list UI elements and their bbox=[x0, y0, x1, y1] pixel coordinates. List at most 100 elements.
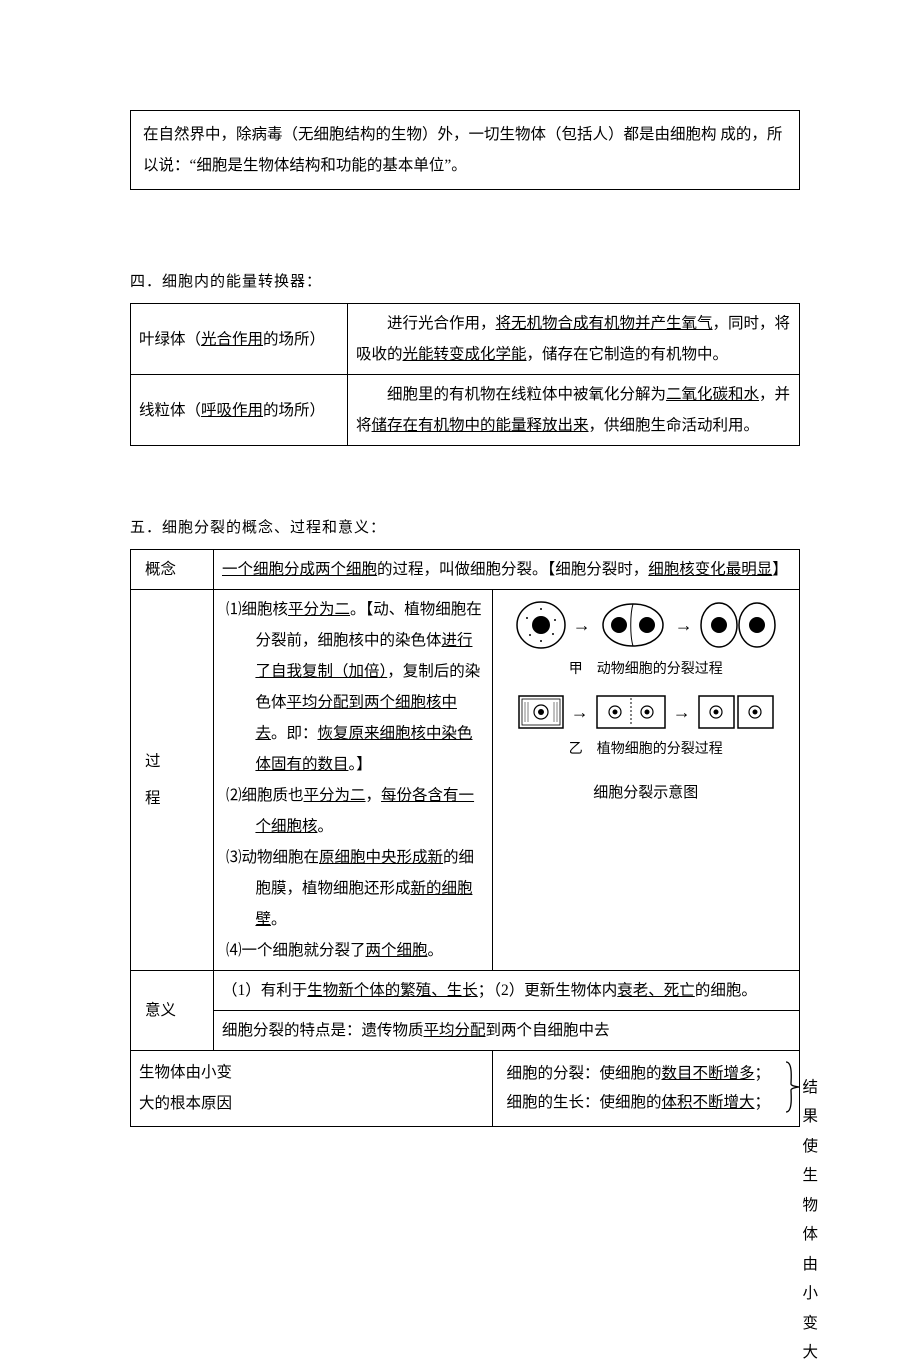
g1b: ； bbox=[755, 1065, 771, 1082]
intro-quote-text: 细胞是生物体结构和功能的基本单位 bbox=[196, 157, 444, 174]
section5-table: 概念 一个细胞分成两个细胞的过程，叫做细胞分裂。【细胞分裂时，细胞核变化最明显】… bbox=[130, 549, 800, 1127]
concept-tail: 】 bbox=[772, 561, 788, 578]
p1e: 。】 bbox=[348, 756, 371, 773]
animal-cell-dividing-icon bbox=[597, 600, 669, 650]
m-u2: 衰老、死亡 bbox=[617, 982, 695, 999]
label-post: 的场所） bbox=[263, 331, 325, 348]
gl-b: 大的根本原因 bbox=[139, 1095, 232, 1112]
g1a: 细胞的分裂：使细胞的 bbox=[507, 1065, 662, 1082]
growth-label: 生物体由小变 大的根本原因 bbox=[131, 1051, 493, 1127]
chloroplast-label: 叶绿体（光合作用的场所） bbox=[131, 304, 348, 375]
section4-heading: 四．细胞内的能量转换器： bbox=[130, 270, 800, 291]
concept-label: 概念 bbox=[131, 550, 214, 590]
p1a: ⑴细胞核 bbox=[226, 601, 288, 618]
meaning-text1: （1）有利于生物新个体的繁殖、生长；（2）更新生物体内衰老、死亡的细胞。 bbox=[214, 971, 800, 1011]
section5-heading: 五．细胞分裂的概念、过程和意义： bbox=[130, 516, 800, 537]
label-pre: 叶绿体（ bbox=[139, 331, 201, 348]
table-row: 意义 （1）有利于生物新个体的繁殖、生长；（2）更新生物体内衰老、死亡的细胞。 bbox=[131, 971, 800, 1011]
p2c: 。 bbox=[317, 818, 333, 835]
chloroplast-desc: 进行光合作用，将无机物合成有机物并产生氧气，同时，将吸收的光能转变成化学能，储存… bbox=[348, 304, 800, 375]
g2b: ； bbox=[755, 1094, 771, 1111]
p3c: 。 bbox=[271, 911, 287, 928]
desc-underline: 储存在有机物中的能量释放出来 bbox=[372, 417, 589, 434]
plant-row: → → bbox=[499, 694, 794, 730]
m-c: 的细胞。 bbox=[695, 982, 757, 999]
intro-quote-close: ”。 bbox=[444, 157, 466, 174]
animal-cells-two-icon bbox=[699, 600, 777, 650]
desc-text: 进行光合作用， bbox=[356, 315, 496, 332]
mitochondria-label: 线粒体（呼吸作用的场所） bbox=[131, 375, 348, 446]
desc-underline: 光能转变成化学能 bbox=[403, 346, 527, 363]
table-row: 生物体由小变 大的根本原因 细胞的分裂：使细胞的数目不断增多； 细胞的生长：使细… bbox=[131, 1051, 800, 1127]
label-underline: 光合作用 bbox=[201, 331, 263, 348]
p1u1: 平分为二 bbox=[288, 601, 350, 618]
g1u: 数目不断增多 bbox=[662, 1065, 755, 1082]
m2b: 到两个自细胞中去 bbox=[486, 1022, 610, 1039]
growth-text: 细胞的分裂：使细胞的数目不断增多； 细胞的生长：使细胞的体积不断增大； 结果使生… bbox=[492, 1051, 800, 1127]
gl-a: 生物体由小变 bbox=[139, 1064, 232, 1081]
caption-main: 细胞分裂示意图 bbox=[499, 778, 794, 808]
desc-text: ，供细胞生命活动利用。 bbox=[589, 417, 760, 434]
table-row: 叶绿体（光合作用的场所） 进行光合作用，将无机物合成有机物并产生氧气，同时，将吸… bbox=[131, 304, 800, 375]
p2b: ， bbox=[366, 787, 382, 804]
caption-animal: 甲 动物细胞的分裂过程 bbox=[499, 656, 794, 684]
process-label-b: 程 bbox=[145, 790, 161, 807]
caption-a: 动物细胞的分裂过程 bbox=[597, 662, 723, 677]
p4b: 。 bbox=[428, 942, 444, 959]
p1d: 。即： bbox=[271, 725, 318, 742]
concept-underline2: 细胞核变化最明显 bbox=[648, 561, 772, 578]
arrow-icon: → bbox=[675, 607, 693, 643]
arrow-icon: → bbox=[573, 607, 591, 643]
caption-plant: 乙 植物细胞的分裂过程 bbox=[499, 736, 794, 764]
desc-underline: 二氧化碳和水 bbox=[666, 386, 759, 403]
table-row: 细胞分裂的特点是：遗传物质平均分配到两个自细胞中去 bbox=[131, 1011, 800, 1051]
label-pre: 线粒体（ bbox=[139, 402, 201, 419]
g2a: 细胞的生长：使细胞的 bbox=[507, 1094, 662, 1111]
meaning-label: 意义 bbox=[131, 971, 214, 1051]
arrow-icon: → bbox=[673, 694, 691, 730]
desc-text: ，储存在它制造的有机物中。 bbox=[527, 346, 729, 363]
m2a: 细胞分裂的特点是：遗传物质 bbox=[222, 1022, 424, 1039]
p4a: ⑷一个细胞就分裂了 bbox=[226, 942, 366, 959]
table-row: 概念 一个细胞分成两个细胞的过程，叫做细胞分裂。【细胞分裂时，细胞核变化最明显】 bbox=[131, 550, 800, 590]
label-underline: 呼吸作用 bbox=[201, 402, 263, 419]
process-label-a: 过 bbox=[145, 753, 161, 770]
diagram-cell: → → 甲 动物细胞的分裂过程 → → bbox=[492, 590, 800, 971]
intro-line1: 在自然界中，除病毒（无细胞结构的生物）外，一切生物体（包括人）都是由细胞构 bbox=[143, 126, 717, 143]
page: 在自然界中，除病毒（无细胞结构的生物）外，一切生物体（包括人）都是由细胞构 成的… bbox=[0, 0, 920, 1227]
concept-mid: 的过程，叫做细胞分裂。【细胞分裂时， bbox=[377, 561, 648, 578]
m-u1: 生物新个体的繁殖、生长 bbox=[307, 982, 478, 999]
table-row: 线粒体（呼吸作用的场所） 细胞里的有机物在线粒体中被氧化分解为二氧化碳和水，并将… bbox=[131, 375, 800, 446]
p2a: ⑵细胞质也 bbox=[226, 787, 304, 804]
p3u1: 原细胞中央形成新 bbox=[319, 849, 443, 866]
section4-table: 叶绿体（光合作用的场所） 进行光合作用，将无机物合成有机物并产生氧气，同时，将吸… bbox=[130, 303, 800, 446]
g2u: 体积不断增大 bbox=[662, 1094, 755, 1111]
animal-row: → → bbox=[499, 600, 794, 650]
arrow-icon: → bbox=[571, 694, 589, 730]
desc-underline: 将无机物合成有机物并产生氧气 bbox=[496, 315, 713, 332]
m-a: （1）有利于 bbox=[222, 982, 307, 999]
caption-b: 植物细胞的分裂过程 bbox=[597, 742, 723, 757]
mitochondria-desc: 细胞里的有机物在线粒体中被氧化分解为二氧化碳和水，并将储存在有机物中的能量释放出… bbox=[348, 375, 800, 446]
intro-box: 在自然界中，除病毒（无细胞结构的生物）外，一切生物体（包括人）都是由细胞构 成的… bbox=[130, 110, 800, 190]
p3a: ⑶动物细胞在 bbox=[226, 849, 319, 866]
caption-b-label: 乙 bbox=[569, 742, 583, 757]
m2u: 平均分配 bbox=[424, 1022, 486, 1039]
m-b: ；（2）更新生物体内 bbox=[478, 982, 618, 999]
process-label: 过 程 bbox=[131, 590, 214, 971]
concept-text: 一个细胞分成两个细胞的过程，叫做细胞分裂。【细胞分裂时，细胞核变化最明显】 bbox=[214, 550, 800, 590]
p4u1: 两个细胞 bbox=[366, 942, 428, 959]
brace-icon bbox=[783, 1060, 801, 1114]
table-row: 过 程 ⑴细胞核平分为二。【动、植物细胞在分裂前，细胞核中的染色体进行了自我复制… bbox=[131, 590, 800, 971]
plant-cell-dividing-icon bbox=[595, 694, 667, 730]
process-text: ⑴细胞核平分为二。【动、植物细胞在分裂前，细胞核中的染色体进行了自我复制（加倍）… bbox=[214, 590, 493, 971]
concept-underline: 一个细胞分成两个细胞 bbox=[222, 561, 377, 578]
cell-division-diagram: → → 甲 动物细胞的分裂过程 → → bbox=[499, 600, 794, 808]
desc-text: 细胞里的有机物在线粒体中被氧化分解为 bbox=[356, 386, 666, 403]
animal-cell-icon bbox=[515, 600, 567, 650]
label-post: 的场所） bbox=[263, 402, 325, 419]
p2u1: 平分为二 bbox=[304, 787, 366, 804]
caption-a-label: 甲 bbox=[569, 662, 583, 677]
plant-cells-two-icon bbox=[697, 694, 775, 730]
growth-result: 结果使生物体由小变大 bbox=[803, 1073, 819, 1367]
